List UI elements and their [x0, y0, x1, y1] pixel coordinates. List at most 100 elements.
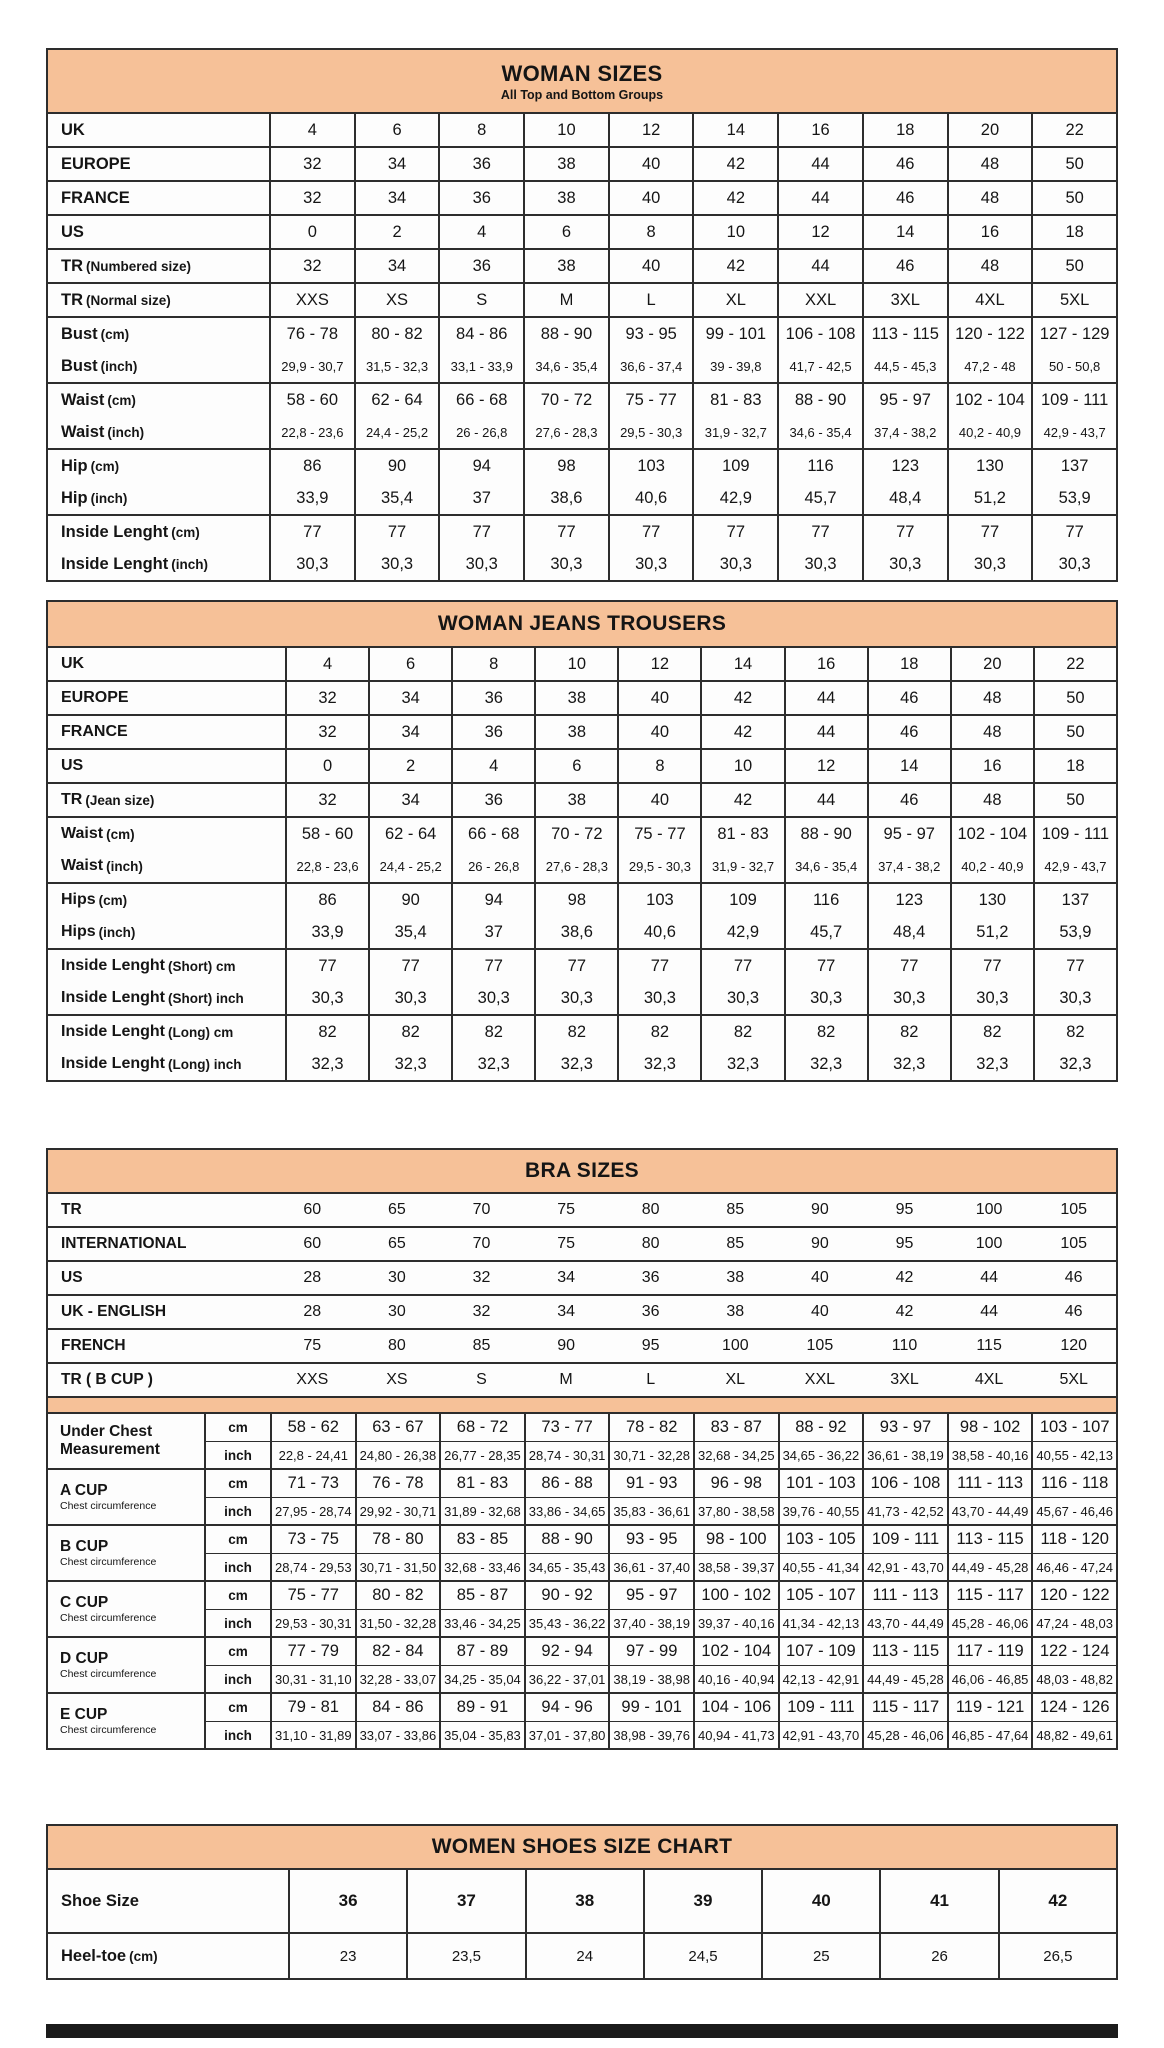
- row-label-detail: (Normal size): [86, 292, 171, 308]
- size-cell: 96 - 98: [692, 1470, 778, 1497]
- size-cell: 98 - 100: [692, 1526, 778, 1553]
- spacer: [46, 1082, 1118, 1148]
- size-cell: 42,13 - 42,91: [777, 1666, 863, 1692]
- size-cell: 77: [866, 950, 950, 982]
- size-cell: 30: [387, 1303, 406, 1320]
- size-cell: 66 - 68: [451, 818, 534, 850]
- size-cell: 34,6 - 35,4: [783, 850, 867, 882]
- size-cell: 16: [783, 648, 867, 680]
- row-label-detail: (Short) inch: [168, 990, 244, 1006]
- size-cell: 65: [387, 1235, 406, 1252]
- size-cell: 34,25 - 35,04: [439, 1666, 524, 1692]
- size-cell: 36: [438, 250, 523, 282]
- size-cell: 77: [451, 950, 534, 982]
- table-row: cm 75 - 77 80 - 82 85 - 87 90 - 92 95 - 97 100…: [204, 1582, 1116, 1609]
- size-cell: 32,68 - 33,46: [439, 1554, 524, 1580]
- size-cell: 90: [810, 1201, 829, 1218]
- size-cell: 83 - 85: [439, 1526, 524, 1553]
- size-cell: M: [559, 1371, 573, 1388]
- size-cell: 109 - 111: [862, 1526, 947, 1553]
- size-cell: 40: [761, 1870, 879, 1932]
- size-cell: 115 - 117: [862, 1694, 947, 1721]
- size-cell: 40: [617, 784, 700, 816]
- size-cell: 104 - 106: [692, 1694, 778, 1721]
- bra-sizes-header: BRA SIZES: [48, 1150, 1116, 1194]
- table-title: WOMEN SHOES SIZE CHART: [431, 1835, 733, 1858]
- size-cell: 75 - 77: [617, 818, 700, 850]
- row-group: US 0 2 4 6 8 10 12 14 16 18: [48, 214, 1116, 248]
- size-cell: 88 - 90: [777, 384, 862, 416]
- size-cell: L: [607, 284, 693, 316]
- size-cell: XXS: [296, 1371, 329, 1388]
- size-cell: 92 - 94: [523, 1638, 609, 1665]
- size-cell: 115 - 117: [946, 1582, 1032, 1609]
- row-group: TR (Normal size) XXS XS S M L XL XXL 3XL 4XL 5XL: [48, 282, 1116, 316]
- size-cell: 38,58 - 40,16: [946, 1442, 1032, 1468]
- size-cell: 29,53 - 30,31: [270, 1610, 355, 1636]
- size-cell: 82: [285, 1016, 368, 1048]
- size-cell: 75: [557, 1201, 575, 1218]
- row-group: A CUP Chest circumference cm 71 - 73 76 - 78…: [48, 1468, 1116, 1524]
- size-cell: 116: [783, 884, 867, 916]
- size-cell: 81 - 83: [692, 384, 777, 416]
- size-cell: 68 - 72: [439, 1414, 524, 1441]
- measure-name: A CUP: [60, 1481, 108, 1499]
- measure-label: A CUP Chest circumference: [48, 1470, 204, 1524]
- size-cell: 27,6 - 28,3: [523, 416, 608, 448]
- size-cell: 46,46 - 47,24: [1031, 1554, 1116, 1580]
- size-cell: 45,28 - 46,06: [862, 1722, 947, 1748]
- size-cell: 62 - 64: [353, 384, 439, 416]
- size-cell: 70 - 72: [534, 818, 617, 850]
- size-cell: 48: [946, 250, 1032, 282]
- size-cell: 28,74 - 29,53: [270, 1554, 355, 1580]
- size-cell: 90: [368, 884, 451, 916]
- size-cell: 50: [1032, 784, 1116, 816]
- size-cell: 71 - 73: [270, 1470, 355, 1497]
- size-cell: 70: [472, 1201, 491, 1218]
- size-cell: 77 - 79: [270, 1638, 355, 1665]
- size-cell: 34: [368, 784, 451, 816]
- size-cell: 79 - 81: [270, 1694, 355, 1721]
- size-cell: 113 - 115: [862, 1638, 947, 1665]
- table-row: Bust (cm) 76 - 78 80 - 82 84 - 86 88 - 90 93 …: [48, 318, 1116, 350]
- size-cell: 77: [777, 516, 862, 548]
- size-cell: 48,03 - 48,82: [1031, 1666, 1116, 1692]
- row-label: TR (Jean size): [61, 791, 155, 808]
- size-cell: 16: [946, 216, 1032, 248]
- size-cell: 18: [861, 114, 947, 146]
- size-cell: 100: [721, 1337, 749, 1354]
- size-cell: S: [438, 284, 523, 316]
- size-cell: 34: [368, 716, 451, 748]
- row-label-detail: (inch): [98, 924, 136, 940]
- size-cell: 33,9: [269, 482, 354, 514]
- size-cell: 34: [557, 1269, 575, 1286]
- unit-label: inch: [204, 1722, 270, 1748]
- size-cell: 32,3: [285, 1048, 368, 1080]
- measure-label: B CUP Chest circumference: [48, 1526, 204, 1580]
- row-group: Inside Lenght (Short) cm 77 77 77 77 77 77 77 77…: [48, 948, 1116, 1014]
- row-label-detail: (inch): [171, 556, 208, 572]
- size-cell: 18: [1032, 750, 1116, 782]
- size-cell: 82: [451, 1016, 534, 1048]
- size-cell: 65: [387, 1201, 406, 1218]
- size-cell: 109: [700, 884, 783, 916]
- row-label: US: [61, 222, 84, 241]
- separator-band: [48, 1396, 1116, 1412]
- size-cell: 103: [617, 884, 700, 916]
- size-cell: 6: [368, 648, 451, 680]
- size-cell: XXS: [269, 284, 354, 316]
- row-label: UK: [61, 120, 85, 139]
- women-shoes-header: WOMEN SHOES SIZE CHART: [48, 1826, 1116, 1870]
- table-row: UK 4 6 8 10 12 14 16 18 20 22: [48, 114, 1116, 146]
- row-group: FRANCE 32 34 36 38 40 42 44 46 48 50: [48, 180, 1116, 214]
- size-cell: 12: [783, 750, 867, 782]
- size-cell: 109 - 111: [777, 1694, 863, 1721]
- size-cell: 42,9: [692, 482, 777, 514]
- table-row: TR (Numbered size) 32 34 36 38 40 42 44 46 48 50: [48, 250, 1116, 282]
- size-cell: 99 - 101: [692, 318, 777, 350]
- size-cell: 30,3: [866, 982, 950, 1014]
- size-cell: 32: [472, 1269, 491, 1286]
- size-cell: 18: [866, 648, 950, 680]
- size-cell: 39,37 - 40,16: [692, 1610, 778, 1636]
- row-group: EUROPE 32 34 36 38 40 42 44 46 48 50: [48, 680, 1116, 714]
